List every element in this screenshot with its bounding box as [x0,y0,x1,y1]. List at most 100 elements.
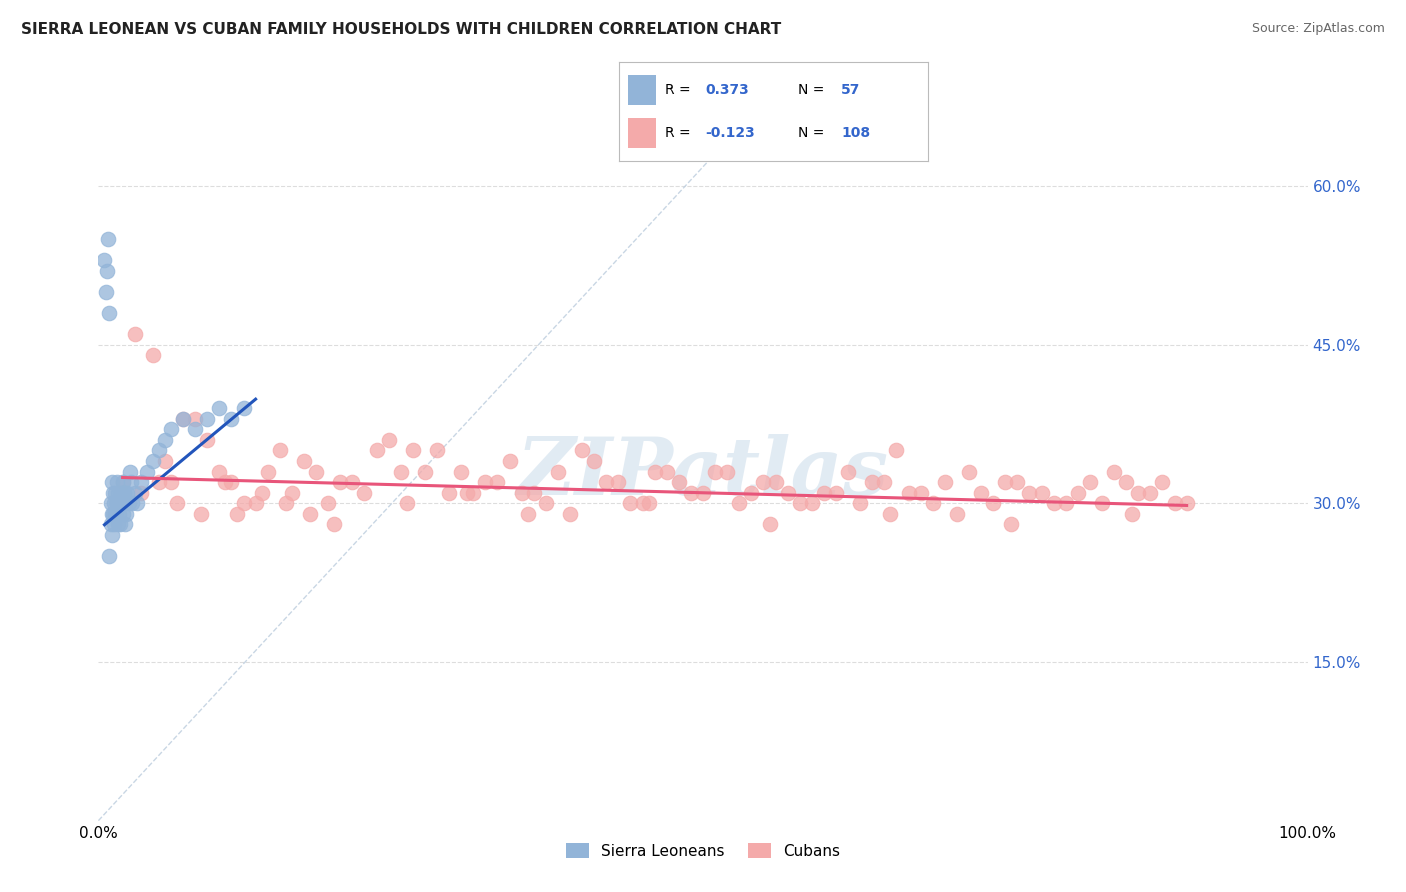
Cubans [166,496,188,510]
Sierra Leoneans [100,517,122,532]
Cubans [897,485,920,500]
Cubans [221,475,243,490]
Text: N =: N = [799,126,824,140]
Cubans [269,443,291,458]
Cubans [281,485,304,500]
Sierra Leoneans [153,433,176,447]
Cubans [595,475,617,490]
Sierra Leoneans [110,496,132,510]
Sierra Leoneans [101,507,124,521]
Sierra Leoneans [103,517,125,532]
Sierra Leoneans [108,517,131,532]
Cubans [1175,496,1198,510]
Sierra Leoneans [98,306,121,320]
Text: 0.373: 0.373 [706,83,749,97]
Sierra Leoneans [221,411,243,425]
Cubans [765,475,787,490]
Cubans [226,507,249,521]
Cubans [934,475,956,490]
Text: SIERRA LEONEAN VS CUBAN FAMILY HOUSEHOLDS WITH CHILDREN CORRELATION CHART: SIERRA LEONEAN VS CUBAN FAMILY HOUSEHOLD… [21,22,782,37]
Cubans [1078,475,1101,490]
Sierra Leoneans [93,253,115,268]
Sierra Leoneans [97,232,120,246]
Cubans [208,465,231,479]
Cubans [245,496,267,510]
Cubans [1031,485,1053,500]
Cubans [1139,485,1161,500]
Sierra Leoneans [172,411,194,425]
Cubans [1102,465,1125,479]
Sierra Leoneans [110,485,132,500]
Cubans [450,465,472,479]
Cubans [752,475,775,490]
Cubans [111,475,134,490]
Cubans [342,475,364,490]
Cubans [437,485,460,500]
Sierra Leoneans [104,507,127,521]
Text: 108: 108 [841,126,870,140]
Cubans [274,496,297,510]
Cubans [474,475,496,490]
Cubans [353,485,375,500]
Cubans [825,485,848,500]
Cubans [776,485,799,500]
Sierra Leoneans [232,401,254,416]
Cubans [184,411,207,425]
Cubans [129,485,152,500]
Cubans [970,485,993,500]
Cubans [232,496,254,510]
Cubans [957,465,980,479]
Cubans [172,411,194,425]
Sierra Leoneans [96,263,118,277]
Cubans [1121,507,1143,521]
Cubans [619,496,641,510]
Sierra Leoneans [94,285,117,299]
Cubans [981,496,1004,510]
Cubans [547,465,569,479]
Cubans [860,475,883,490]
Sierra Leoneans [100,475,122,490]
Sierra Leoneans [114,496,136,510]
Cubans [1163,496,1185,510]
Sierra Leoneans [118,496,141,510]
Cubans [153,454,176,468]
Cubans [148,475,170,490]
Cubans [800,496,823,510]
Cubans [377,433,399,447]
Cubans [679,485,702,500]
Sierra Leoneans [101,485,124,500]
Cubans [571,443,593,458]
Cubans [637,496,659,510]
Cubans [256,465,278,479]
Sierra Leoneans [120,475,142,490]
Cubans [426,443,449,458]
Cubans [160,475,183,490]
Text: -0.123: -0.123 [706,126,755,140]
Sierra Leoneans [107,485,129,500]
Cubans [142,348,165,362]
Sierra Leoneans [127,496,149,510]
Cubans [813,485,835,500]
Cubans [631,496,654,510]
Sierra Leoneans [105,496,128,510]
Cubans [873,475,896,490]
Cubans [558,507,581,521]
Cubans [323,517,346,532]
Cubans [214,475,236,490]
Cubans [250,485,273,500]
Sierra Leoneans [117,485,139,500]
Cubans [716,465,738,479]
Sierra Leoneans [100,496,122,510]
Sierra Leoneans [98,549,121,564]
Text: R =: R = [665,83,690,97]
Cubans [704,465,727,479]
Cubans [498,454,520,468]
Text: 57: 57 [841,83,860,97]
Cubans [523,485,546,500]
Cubans [124,327,146,342]
Cubans [402,443,425,458]
Sierra Leoneans [105,475,128,490]
Cubans [413,465,436,479]
Sierra Leoneans [101,507,124,521]
Sierra Leoneans [195,411,218,425]
